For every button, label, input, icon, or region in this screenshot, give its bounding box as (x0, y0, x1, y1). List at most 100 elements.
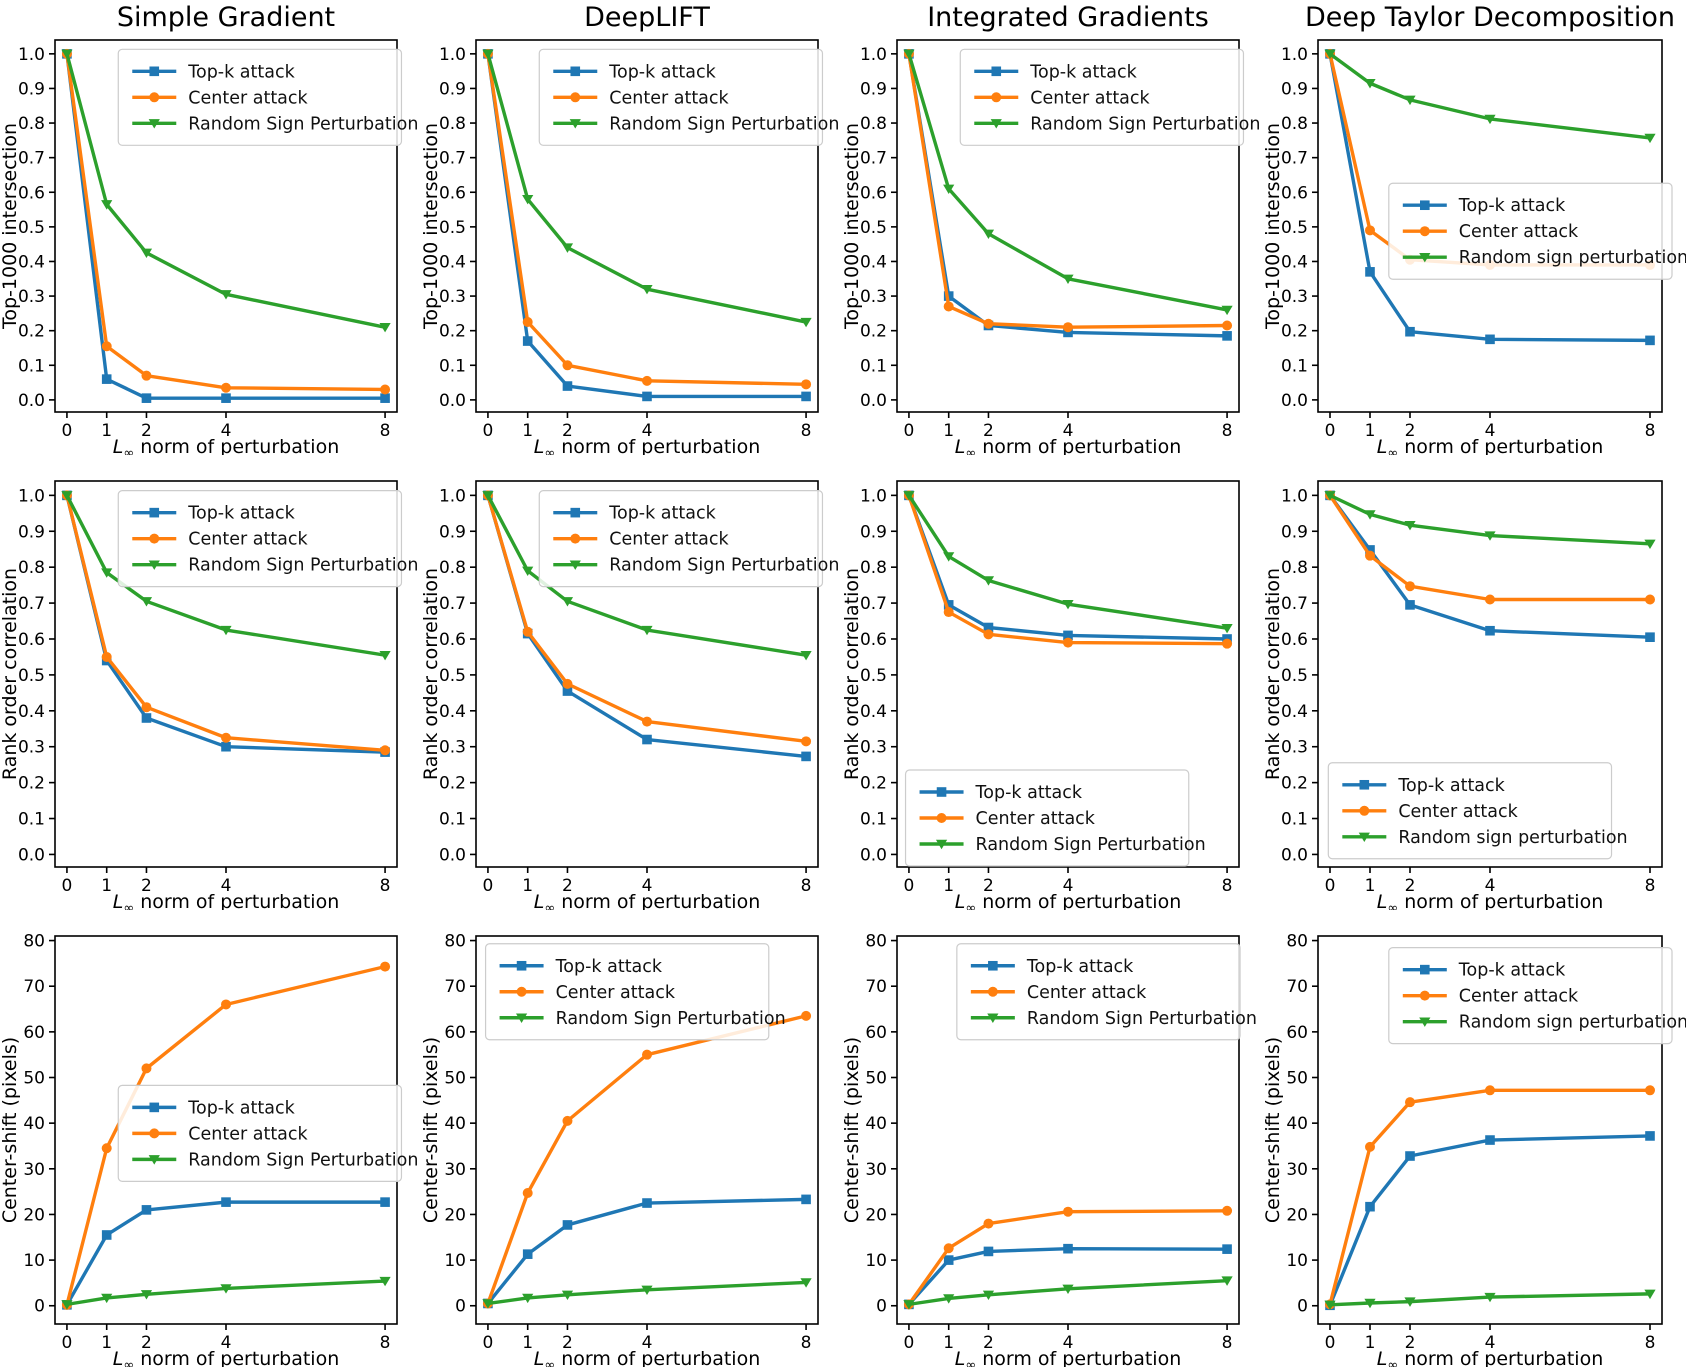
marker-square (1359, 779, 1370, 790)
marker-triangle-down (140, 1290, 153, 1300)
marker-triangle-down (148, 119, 160, 129)
x-tick-label: 0 (904, 876, 915, 896)
marker-square (141, 393, 152, 403)
y-tick-label: 0.3 (860, 287, 887, 307)
marker-square (1063, 630, 1073, 641)
marker-circle (1645, 594, 1655, 605)
legend-box (538, 490, 824, 588)
y-tick-label: 0.2 (439, 322, 466, 342)
marker-triangle-down (1364, 79, 1376, 89)
marker-circle (943, 301, 954, 312)
marker-circle (1419, 226, 1430, 237)
legend-label: Top-k attack (975, 783, 1083, 803)
marker-circle (1063, 1206, 1073, 1217)
y-tick-label: 60 (444, 1023, 466, 1043)
legend-label: Top-k attack (1026, 957, 1134, 977)
y-tick-label: 0.4 (1281, 702, 1308, 722)
legend-label: Top-k attack (608, 504, 716, 524)
marker-circle (1405, 1097, 1415, 1108)
y-tick-label: 1.0 (439, 486, 466, 506)
marker-triangle-down (61, 491, 73, 501)
marker-triangle-down (1358, 832, 1370, 842)
y-tick-label: 50 (865, 1069, 887, 1089)
y-tick-label: 30 (23, 1160, 45, 1180)
x-tick-label: 4 (1063, 876, 1074, 896)
marker-square (221, 741, 231, 752)
chart-title: DeepLIFT (584, 2, 710, 33)
marker-circle (1419, 990, 1430, 1001)
y-tick-label: 0.5 (1281, 218, 1308, 238)
x-tick-label: 2 (562, 1333, 573, 1353)
y-tick-label: 0.3 (860, 738, 887, 758)
y-tick-label: 0.6 (1281, 183, 1308, 203)
subplot-simple-gradient-centershift: 0 1 2 4 8 0 10 20 30 40 50 60 70 80 Center-shift (pixe… (0, 910, 421, 1367)
y-tick-label: 0 (455, 1297, 466, 1317)
legend-label: Random Sign Perturbation (188, 1150, 418, 1170)
x-tick-label: 0 (904, 421, 915, 441)
marker-triangle-down (61, 49, 73, 60)
y-tick-label: 0.9 (1281, 522, 1308, 542)
legend: Top-k attack Center attack Random Sign Per… (117, 1084, 418, 1182)
y-tick-label: 0.1 (18, 810, 45, 830)
marker-square (983, 622, 994, 633)
marker-triangle-down (990, 119, 1002, 129)
legend-label: Center attack (188, 530, 308, 550)
y-tick-label: 0.2 (439, 774, 466, 794)
y-axis-label: Top-1000 intersection (0, 123, 21, 330)
marker-square (991, 66, 1002, 77)
legend-label: Top-k attack (187, 62, 295, 82)
y-tick-label: 10 (23, 1251, 45, 1271)
x-tick-label: 0 (1325, 876, 1336, 896)
marker-circle (1485, 594, 1495, 605)
y-tick-label: 0.2 (1281, 774, 1308, 794)
marker-circle (1063, 322, 1073, 333)
marker-circle (141, 370, 152, 381)
marker-triangle-down (641, 284, 653, 295)
subplot-integrated-gradients-centershift: 0 1 2 4 8 0 10 20 30 40 50 60 70 80 Center-shift (pixe… (842, 910, 1263, 1367)
y-tick-label: 0.7 (439, 594, 466, 614)
marker-triangle-down (1644, 539, 1656, 550)
marker-square (141, 1205, 152, 1215)
x-tick-label: 2 (1405, 421, 1416, 441)
x-tick-label: 1 (1365, 876, 1376, 896)
marker-circle (991, 92, 1002, 103)
legend-label: Random Sign Perturbation (609, 556, 839, 576)
marker-circle (983, 629, 994, 640)
marker-square (801, 391, 811, 402)
subplot-deep-taylor-top1000: Deep Taylor Decomposition 0 1 2 4 8 0.0 0.1 0.2 0… (1263, 0, 1686, 455)
y-tick-label: 0.8 (18, 558, 45, 578)
subplot-integrated-gradients-rank: 0 1 2 4 8 0.0 0.1 0.2 0.3 0.4 0.5 0.6 0.7 0.8 0.9 1.0 Ra… (842, 455, 1263, 910)
marker-square (642, 391, 652, 402)
x-axis-label: L∞ norm of perturbation (955, 891, 1182, 910)
marker-triangle-down (641, 625, 653, 636)
marker-triangle-down (987, 1013, 999, 1023)
marker-triangle-down (1484, 114, 1496, 125)
marker-triangle-down (522, 194, 534, 205)
marker-triangle-down (1324, 491, 1336, 501)
y-axis-label: Rank order correlation (1263, 568, 1284, 780)
y-tick-label: 10 (444, 1251, 466, 1271)
marker-square (1485, 1135, 1495, 1145)
x-tick-label: 4 (1485, 421, 1496, 441)
marker-circle (380, 961, 391, 972)
x-tick-label: 0 (1325, 1333, 1336, 1353)
y-axis-label: Top-1000 intersection (1263, 123, 1284, 330)
y-axis-label: Top-1000 intersection (842, 123, 863, 330)
y-tick-label: 0.4 (1281, 252, 1308, 272)
legend-label: Random Sign Perturbation (976, 835, 1206, 855)
y-tick-label: 0.6 (439, 630, 466, 650)
marker-triangle-down (1062, 1284, 1074, 1295)
legend-label: Random Sign Perturbation (1030, 114, 1260, 134)
y-tick-label: 0.3 (1281, 738, 1308, 758)
y-tick-label: 0.9 (860, 522, 887, 542)
legend: Top-k attack Center attack Random sign per… (1388, 947, 1686, 1045)
x-tick-label: 8 (1222, 421, 1233, 441)
y-axis-label: Rank order correlation (842, 568, 863, 780)
y-tick-label: 0 (876, 1297, 887, 1317)
marker-triangle-down (943, 1294, 955, 1304)
marker-triangle-down (1221, 305, 1233, 316)
x-tick-label: 4 (642, 421, 653, 441)
marker-triangle-down (982, 576, 995, 586)
y-tick-label: 0.4 (439, 702, 466, 722)
x-tick-label: 0 (483, 421, 494, 441)
